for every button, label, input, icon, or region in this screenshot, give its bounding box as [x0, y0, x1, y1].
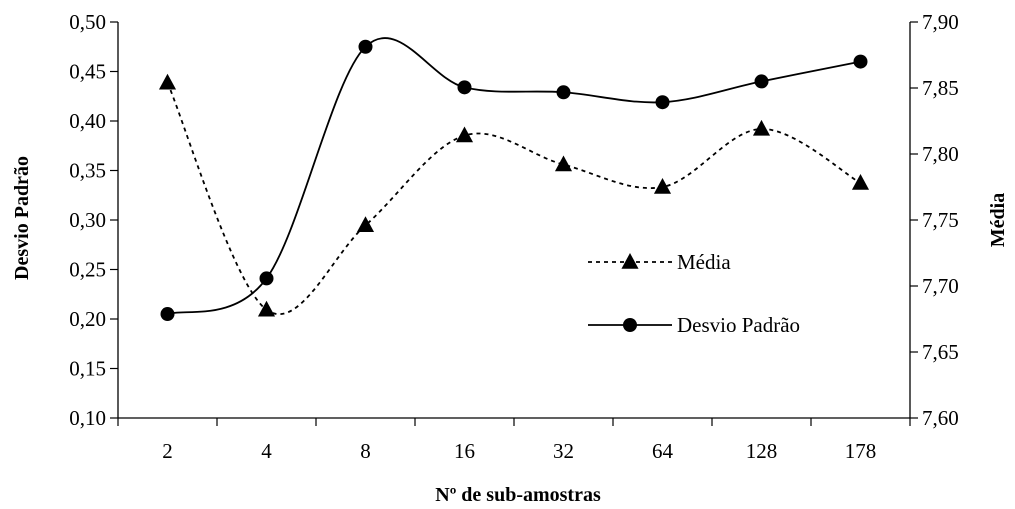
right-tick-label: 7,85: [922, 76, 959, 100]
data-point-desvio-padrao: [754, 74, 769, 89]
data-point-desvio-padrao: [853, 54, 868, 69]
left-tick-label: 0,20: [69, 307, 106, 331]
series-line-desvio-padrao: [167, 37, 861, 315]
x-tick-label: 4: [261, 439, 272, 463]
left-axis-title: Desvio Padrão: [11, 156, 33, 280]
data-point-media: [752, 119, 771, 136]
data-point-media: [257, 300, 276, 317]
legend-label-media: Média: [677, 250, 731, 274]
data-point-desvio-padrao: [556, 85, 571, 100]
right-tick-label: 7,70: [922, 274, 959, 298]
x-axis-title: Nº de sub-amostras: [435, 484, 601, 506]
series-layer: [158, 37, 870, 322]
right-tick-label: 7,80: [922, 142, 959, 166]
right-tick-label: 7,75: [922, 208, 959, 232]
legend-label-desvio-padrao: Desvio Padrão: [677, 313, 800, 337]
left-tick-label: 0,30: [69, 208, 106, 232]
x-tick-label: 178: [845, 439, 877, 463]
legend-marker-media: [621, 253, 639, 269]
data-point-media: [653, 178, 672, 194]
data-point-desvio-padrao: [259, 271, 274, 286]
data-point-media: [158, 73, 177, 90]
legend: Média Desvio Padrão: [588, 250, 800, 337]
left-tick-label: 0,10: [69, 406, 106, 430]
left-tick-label: 0,40: [69, 109, 106, 133]
left-tick-label: 0,25: [69, 258, 106, 282]
right-tick-label: 7,90: [922, 10, 959, 34]
data-point-desvio-padrao: [358, 39, 373, 54]
left-tick-label: 0,50: [69, 10, 106, 34]
x-tick-label: 32: [553, 439, 574, 463]
data-point-desvio-padrao: [457, 80, 472, 95]
legend-marker-desvio-padrao: [623, 318, 637, 332]
data-point-desvio-padrao: [160, 307, 175, 322]
data-point-media: [455, 126, 474, 143]
axes: 0,10 0,15 0,20 0,25 0,30 0,35 0,40 0,45 0,50 7,60…: [69, 10, 959, 463]
left-tick-label: 0,45: [69, 60, 106, 84]
right-tick-label: 7,65: [922, 340, 959, 364]
left-tick-label: 0,15: [69, 357, 106, 381]
data-point-media: [554, 155, 573, 172]
data-point-media: [356, 216, 375, 233]
series-line-media: [166, 82, 861, 315]
data-point-media: [851, 174, 870, 190]
x-tick-label: 8: [360, 439, 371, 463]
right-tick-label: 7,60: [922, 406, 959, 430]
right-axis-title: Média: [987, 193, 1009, 247]
x-tick-label: 16: [454, 439, 475, 463]
x-tick-label: 2: [162, 439, 173, 463]
left-tick-label: 0,35: [69, 159, 106, 183]
x-tick-label: 64: [652, 439, 674, 463]
data-point-desvio-padrao: [655, 95, 670, 110]
x-tick-label: 128: [746, 439, 778, 463]
